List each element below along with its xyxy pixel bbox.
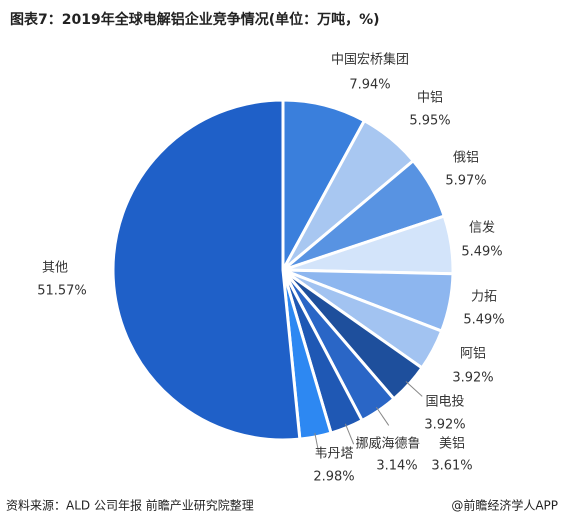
slice-value-label: 5.97% [445, 174, 486, 189]
slice-value-label: 51.57% [37, 284, 87, 299]
slice-label: 其他 [42, 261, 68, 276]
credit: @前瞻经济学人APP [451, 498, 558, 513]
leader-line [405, 381, 423, 397]
chart-title: 图表7：2019年全球电解铝企业竞争情况(单位：万吨，%) [10, 11, 380, 28]
leader-line [344, 423, 355, 445]
slice-label: 挪威海德鲁 [355, 437, 420, 452]
slice-value-label: 5.49% [461, 245, 502, 260]
slice-label: 中国宏桥集团 [331, 52, 409, 68]
slice-value-label: 3.92% [424, 418, 465, 433]
slice-label: 国电投 [425, 394, 464, 410]
leader-line [314, 432, 320, 455]
leader-line [375, 406, 390, 426]
slice-value-label: 3.61% [431, 459, 472, 474]
slice-value-label: 7.94% [349, 78, 390, 93]
source: 资料来源：ALD 公司年报 前瞻产业研究院整理 [6, 498, 254, 513]
slice-label: 中铝 [417, 91, 443, 106]
slice-value-label: 2.98% [313, 470, 354, 485]
slice-label: 阿铝 [460, 347, 486, 362]
slice-label: 力拓 [471, 290, 497, 305]
slice-label: 美铝 [439, 437, 465, 452]
slice-value-label: 5.95% [409, 114, 450, 129]
slice-label: 信发 [469, 220, 495, 236]
slice-value-label: 3.14% [376, 459, 417, 474]
slice-value-label: 5.49% [463, 313, 504, 328]
slice-label: 韦丹塔 [314, 447, 353, 462]
pie-slice [111, 98, 302, 442]
slice-value-label: 3.92% [452, 371, 493, 386]
slice-label: 俄铝 [453, 151, 479, 166]
